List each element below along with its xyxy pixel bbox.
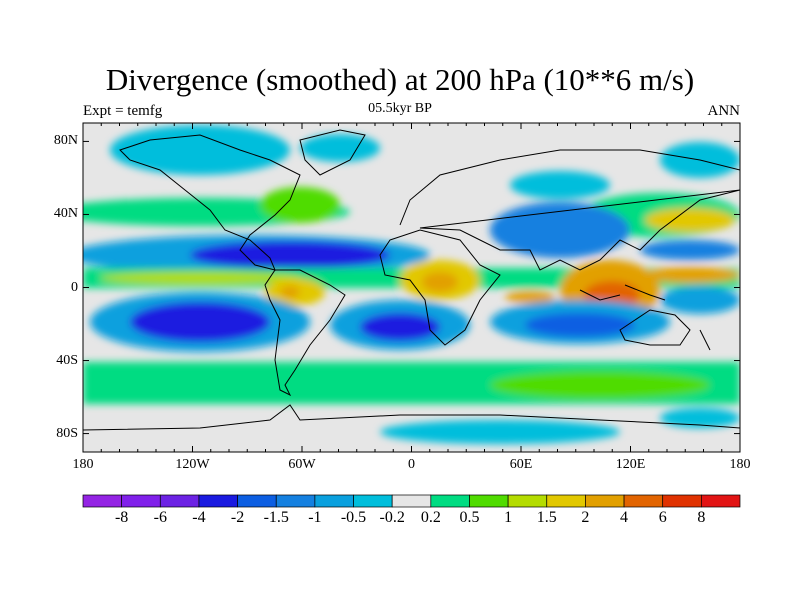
colorbar-label: -2 [230,509,245,526]
colorbar-box [275,494,316,508]
y-tick-label: 0 [71,279,78,295]
colorbar-box [585,494,625,508]
x-tick-label: 180 [729,457,751,472]
colorbar-box [82,494,122,508]
colorbar-box [353,494,393,508]
colorbar-box [391,494,432,508]
colorbar-box [159,494,200,508]
colorbar-box [314,494,354,508]
colorbar-box [237,494,277,508]
x-tick-label: 60W [288,457,316,472]
colorbar-label: 1 [504,509,513,526]
colorbar-label: 0.2 [420,509,441,526]
coastlines [83,129,740,431]
colorbar [82,494,741,508]
colorbar-label: 0.5 [459,509,480,526]
y-tick-label: 80N [53,133,78,149]
colorbar-label: -0.2 [379,509,405,526]
colorbar-box [198,494,238,508]
colorbar-box [623,494,664,508]
x-tick-label: 180 [72,457,94,472]
colorbar-box [662,494,702,508]
colorbar-box [121,494,161,508]
plot-title: Divergence (smoothed) at 200 hPa (10**6 … [105,62,695,97]
colorbar-label: 6 [658,509,667,526]
colorbar-label: -0.5 [340,509,367,526]
colorbar-label: -1 [308,509,322,526]
y-tick-label: 80S [56,425,78,441]
colorbar-box [469,494,509,508]
x-tick-label: 120W [175,457,210,472]
colorbar-label: 2 [581,509,590,526]
colorbar-label: -8 [114,509,129,526]
y-tick-label: 40S [56,352,78,368]
experiment-label: Expt = temfg [83,103,163,119]
colorbar-label: -6 [153,509,167,526]
colorbar-label: 1.5 [536,509,557,526]
colorbar-label: -4 [192,509,206,526]
colorbar-label: 4 [620,509,629,526]
colorbar-box [507,494,548,508]
colorbar-box [546,494,586,508]
colorbar-box [701,494,741,508]
x-tick-label: 0 [408,457,415,472]
colorbar-label: -1.5 [263,509,289,526]
colorbar-label: 8 [697,509,706,526]
x-tick-label: 60E [509,457,533,472]
period-label: 05.5kyr BP [368,101,432,116]
season-label: ANN [707,103,741,119]
x-tick-label: 120E [615,457,646,472]
y-tick-label: 40N [53,206,78,222]
contour-fills [83,123,740,452]
colorbar-box [430,494,470,508]
